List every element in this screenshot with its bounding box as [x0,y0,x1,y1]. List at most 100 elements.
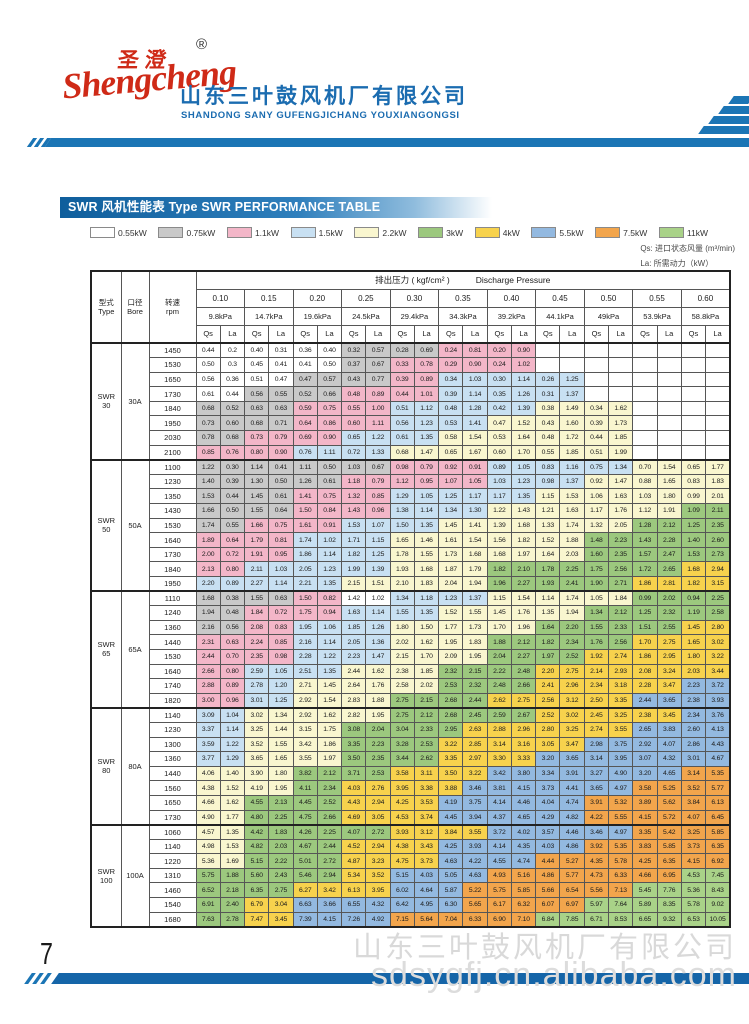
qs-header: Qs [535,324,561,344]
table-row: 1730 2.00 0.72 1.91 0.95 1.86 1.14 1.82 1.25 1.78… [91,546,731,563]
la-cell: 5.72 [656,809,682,826]
table-row: 1740 2.88 0.89 2.78 1.20 2.71 1.45 2.64 1.76 2.58… [91,678,731,694]
qs-cell: 1.41 [292,488,318,505]
la-cell: 3.74 [413,809,440,826]
qs-cell: 1.50 [389,517,415,534]
rpm-cell: 1530 [148,648,197,665]
qs-cell: 2.50 [583,692,610,709]
qs-cell: 3.09 [195,706,221,723]
qs-cell: 3.08 [341,721,367,738]
qs-cell: 1.61 [292,517,318,534]
qs-cell: 1.82 [680,576,707,592]
legend-label: 11kW [686,227,708,238]
legend-item: 7.5kW [595,227,647,238]
qs-cell: 1.51 [632,619,658,636]
la-cell: 1.74 [559,517,585,534]
la-cell: 0.60 [219,415,246,432]
la-cell: 1.52 [510,415,537,432]
la-cell: 2.66 [316,809,343,826]
la-cell: 2.94 [365,838,391,855]
qs-cell: 5.75 [486,882,512,899]
la-cell: 5.85 [705,823,731,840]
la-cell: 2.02 [413,678,440,694]
rpm-cell: 1840 [148,561,197,577]
qs-cell: 0.61 [195,386,221,402]
la-cell: 1.35 [413,517,440,534]
la-cell: 2.33 [413,721,440,738]
la-cell: 2.28 [656,532,682,548]
la-cell: 2.95 [656,648,682,665]
qs-cell: 1.89 [195,532,221,548]
qs-cell: 2.00 [195,546,221,563]
qs-cell: 0.59 [292,400,318,417]
legend-label: 0.75kW [186,227,216,238]
la-cell: 6.45 [705,809,731,826]
qs-cell: 2.41 [535,678,561,694]
rpm-cell: 1530 [148,517,197,534]
qs-cell: 2.20 [195,576,221,592]
la-cell: 2.32 [656,605,682,621]
qs-cell: 0.68 [195,400,221,417]
qs-cell: 1.22 [195,458,221,475]
qs-cell: 2.05 [292,561,318,577]
qs-cell: 2.15 [389,648,415,665]
qs-cell [632,357,658,373]
table-row: 1530 0.50 0.3 0.45 0.41 0.41 0.50 0.37 0.67 0.33 0… [91,357,731,373]
legend-swatch [226,227,252,238]
qs-cell: 7.26 [341,911,367,928]
la-cell: 1.83 [268,823,294,840]
qs-cell [632,371,658,388]
qs-cell: 3.65 [583,780,610,796]
qs-cell: 2.23 [680,678,707,694]
pressure-value-header: 0.15 [244,288,294,308]
table-row: 1680 7.63 2.78 7.47 3.45 7.39 4.15 7.26 4.92 7.15… [91,911,731,928]
qs-cell: 1.70 [486,619,512,636]
qs-cell: 5.36 [195,853,221,869]
qs-cell: 3.73 [535,780,561,796]
la-cell: 6.33 [462,911,488,928]
la-cell: 2.78 [219,911,246,928]
la-cell: 0.82 [316,590,343,607]
rpm-cell: 1430 [148,503,197,519]
qs-cell: 3.71 [341,765,367,782]
qs-cell: 3.81 [486,780,512,796]
la-cell: 4.46 [559,823,585,840]
la-cell: 2.75 [656,634,682,650]
pressure-kpa-header: 24.5kPa [341,306,391,326]
la-cell: 3.04 [268,897,294,913]
la-cell: 5.25 [656,780,682,796]
qs-cell: 1.53 [341,517,367,534]
qs-cell: 2.24 [244,634,270,650]
qs-cell: 4.25 [438,838,464,855]
la-cell: 0.61 [268,488,294,505]
la-cell: 4.67 [705,751,731,767]
la-cell: 1.67 [462,444,488,461]
la-header: La [705,324,731,344]
qs-cell: 2.34 [583,678,610,694]
qs-cell: 1.65 [680,634,707,650]
qs-cell: 4.82 [244,838,270,855]
pressure-value-header: 0.40 [486,288,537,308]
table-row: 1140 4.98 1.53 4.82 2.03 4.67 2.44 4.52 2.94 4.38… [91,838,731,855]
la-cell: 2.25 [268,809,294,826]
la-cell: 0.83 [268,619,294,636]
la-cell: 0.96 [219,692,246,709]
qs-cell: 3.42 [486,765,512,782]
pressure-kpa-header: 49kPa [583,306,634,326]
rpm-cell: 2100 [148,444,197,461]
qs-cell: 1.88 [486,634,512,650]
table-row: 1820 3.00 0.96 3.01 1.25 2.92 1.54 2.83 1.88 2.75… [91,692,731,709]
la-cell: 4.13 [705,721,731,738]
qs-cell: 1.74 [195,517,221,534]
la-cell: 1.94 [559,605,585,621]
la-cell: 0.36 [219,371,246,388]
la-cell: 9.32 [656,911,682,928]
la-cell: 3.38 [413,780,440,796]
la-cell: 3.12 [413,823,440,840]
la-cell: 0.50 [268,473,294,490]
qs-cell: 2.68 [438,706,464,723]
la-cell: 1.22 [316,648,343,665]
la-cell: 7.76 [656,882,682,899]
la-cell: 0.67 [365,458,391,475]
